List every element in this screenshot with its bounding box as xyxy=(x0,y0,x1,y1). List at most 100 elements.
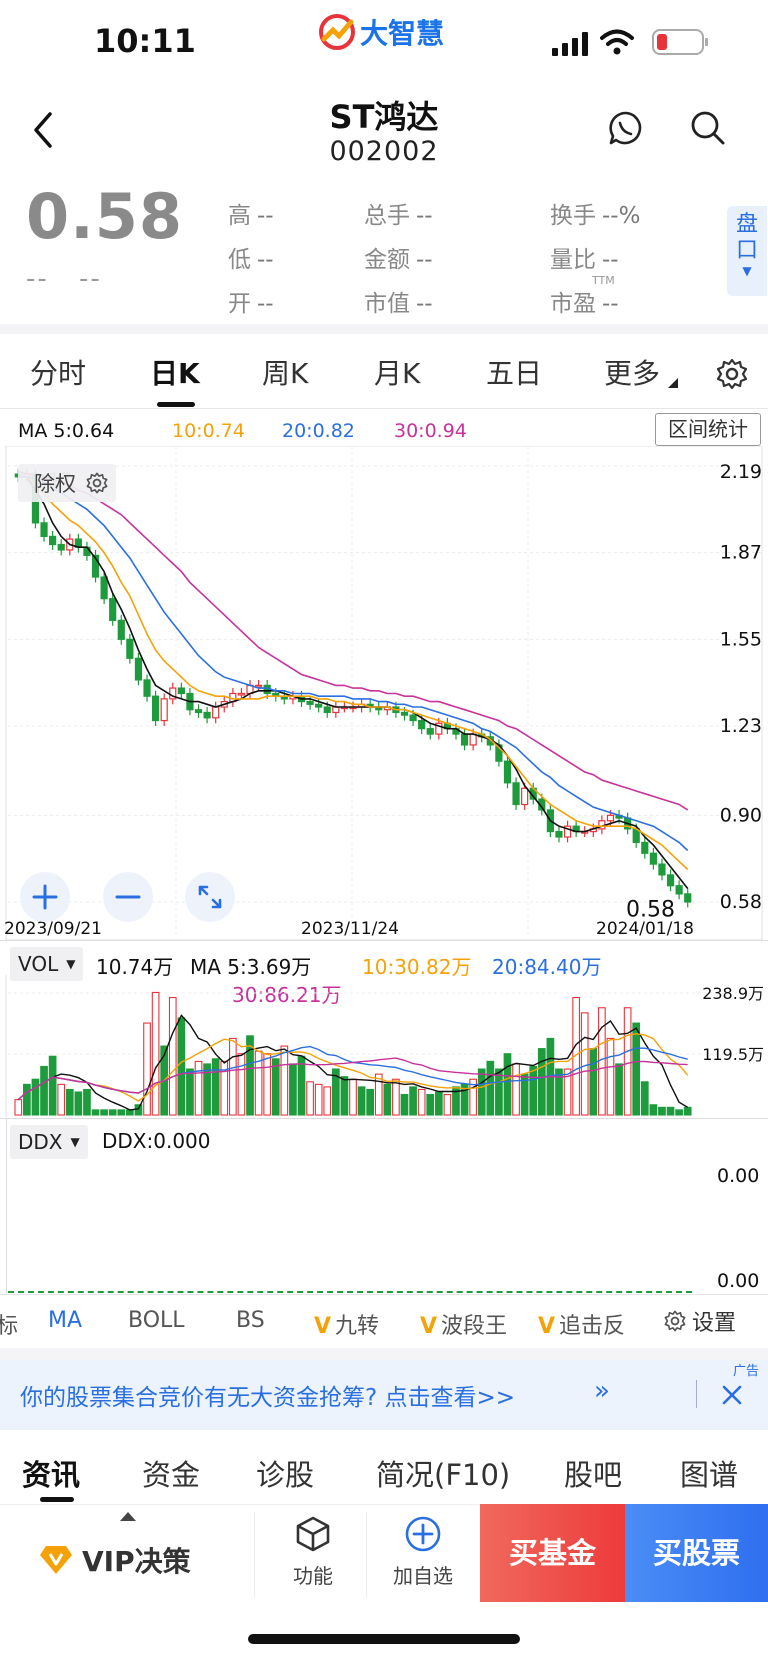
chat-icon[interactable] xyxy=(608,110,644,146)
tab-diagnosis[interactable]: 诊股 xyxy=(256,1458,315,1492)
signal-icon xyxy=(552,30,588,56)
minus-icon xyxy=(115,895,141,899)
volume-bar xyxy=(477,1068,486,1116)
candle xyxy=(332,706,340,714)
indicator-zhuijifan[interactable]: V 追击反 xyxy=(538,1314,626,1339)
vol-ma20: 20:84.40万 xyxy=(492,955,602,979)
volume-bar xyxy=(237,1053,246,1116)
indicator-partial[interactable]: 标 xyxy=(0,1314,19,1339)
change-value: -- xyxy=(26,264,49,294)
tab-funds[interactable]: 资金 xyxy=(142,1458,201,1492)
search-icon[interactable] xyxy=(690,110,726,146)
vol-ma10-line xyxy=(17,1033,689,1102)
tab-daily-k[interactable]: 日K xyxy=(150,357,200,390)
tab-news[interactable]: 资讯 xyxy=(22,1458,81,1492)
ma30-legend: 30:0.94 xyxy=(394,420,467,442)
home-indicator[interactable] xyxy=(248,1634,520,1644)
fullscreen-button[interactable] xyxy=(185,872,235,922)
tabs-divider xyxy=(0,408,768,409)
pankou-tab[interactable]: 盘口 ▼ xyxy=(727,206,767,296)
tab-monthly-k[interactable]: 月K xyxy=(374,357,421,390)
x-axis-label: 2023/09/21 xyxy=(4,919,102,939)
vol-selector[interactable]: VOL ▼ xyxy=(10,947,84,981)
chuquan-label: 除权 xyxy=(34,472,76,496)
range-stats-button[interactable]: 区间统计 xyxy=(655,413,761,446)
volume-bar xyxy=(14,1099,23,1116)
zoom-in-button[interactable] xyxy=(20,872,70,922)
volume-bar xyxy=(151,991,160,1116)
candle xyxy=(152,695,160,722)
volume-bar xyxy=(572,996,580,1116)
volume-bar xyxy=(168,996,177,1116)
tab-more[interactable]: 更多 xyxy=(604,357,661,390)
candle xyxy=(400,711,409,716)
volume-bar xyxy=(65,1088,74,1116)
vol-ma5-line xyxy=(17,1014,689,1111)
indicator-jiuzhuan[interactable]: V 九转 xyxy=(314,1314,380,1339)
volume-bar xyxy=(203,1063,211,1116)
add-watchlist-button[interactable]: 加自选 xyxy=(388,1514,458,1598)
chuquan-toggle[interactable]: 除权 xyxy=(18,464,116,502)
volume-chart[interactable]: 238.9万 119.5万 xyxy=(0,975,768,1117)
close-ad-icon[interactable] xyxy=(722,1385,742,1405)
candle xyxy=(212,706,220,719)
tab-intraday[interactable]: 分时 xyxy=(30,357,87,390)
buy-fund-button[interactable]: 买基金 xyxy=(480,1504,625,1602)
tab-five-day[interactable]: 五日 xyxy=(486,357,543,390)
volume-bar xyxy=(640,1081,649,1116)
last-price-label: 0.58 xyxy=(626,897,675,922)
candle xyxy=(323,706,331,714)
indicator-bs[interactable]: BS xyxy=(236,1308,265,1333)
ad-text[interactable]: 你的股票集合竞价有无大资金抢筹? 点击查看>> xyxy=(20,1385,516,1411)
volume-bar xyxy=(623,1007,632,1116)
indicator-ma[interactable]: MA xyxy=(48,1308,83,1333)
tab-f10[interactable]: 简况(F10) xyxy=(376,1458,511,1492)
x-axis-label: 2023/11/24 xyxy=(301,919,399,939)
zoom-out-button[interactable] xyxy=(103,872,153,922)
function-button[interactable]: 功能 xyxy=(278,1514,348,1598)
ddx-zero-line xyxy=(8,1291,692,1293)
volume-bar xyxy=(143,1022,151,1116)
buy-stock-button[interactable]: 买股票 xyxy=(625,1504,768,1602)
volume-bar xyxy=(417,1088,426,1116)
indicator-settings-label: 设置 xyxy=(692,1311,737,1336)
candle xyxy=(40,522,48,538)
indicator-boll[interactable]: BOLL xyxy=(128,1308,185,1333)
chart-settings-icon[interactable] xyxy=(716,358,748,390)
ad-banner[interactable] xyxy=(0,1360,768,1430)
volume-bar xyxy=(426,1094,435,1116)
battery-icon xyxy=(652,29,708,55)
volume-bar xyxy=(357,1086,366,1116)
volume-bar xyxy=(177,1017,186,1116)
volume-bar xyxy=(366,1088,375,1116)
ddx-axis-bottom: 0.00 xyxy=(717,1270,760,1292)
ma10-legend: 10:0.74 xyxy=(172,420,245,442)
y-axis-label: 1.23 xyxy=(720,715,762,737)
candle xyxy=(237,692,246,696)
vip-decision-button[interactable]: VIP决策 xyxy=(38,1540,191,1580)
ad-tag: 广告 xyxy=(733,1364,760,1379)
volume-bar xyxy=(134,1104,143,1116)
ddx-selector[interactable]: DDX ▼ xyxy=(10,1125,88,1159)
indicator-settings-button[interactable]: 设置 xyxy=(638,1298,768,1344)
candlestick-chart[interactable]: 2.191.871.551.230.900.580.582.172023/09/… xyxy=(0,446,768,940)
candle xyxy=(435,722,443,735)
brand-logo: 大智慧 xyxy=(318,10,444,54)
more-corner-icon xyxy=(668,378,678,388)
volume-bar xyxy=(632,1022,641,1116)
diamond-icon xyxy=(40,1546,72,1574)
volume-bar xyxy=(91,1109,100,1116)
volume-bar xyxy=(323,1086,332,1116)
tab-forum[interactable]: 股吧 xyxy=(564,1458,623,1492)
caret-up-icon xyxy=(120,1512,136,1521)
indicator-boduanwang[interactable]: V 波段王 xyxy=(420,1314,508,1339)
candle xyxy=(684,893,692,903)
candle xyxy=(126,638,134,659)
tab-map[interactable]: 图谱 xyxy=(680,1458,739,1492)
back-icon[interactable] xyxy=(30,110,58,150)
volume-bar xyxy=(374,1073,383,1116)
tab-weekly-k[interactable]: 周K xyxy=(262,357,309,390)
brand-swoosh-icon xyxy=(319,14,355,50)
quote-low: 低 -- xyxy=(228,247,274,273)
volume-bar xyxy=(675,1109,683,1116)
